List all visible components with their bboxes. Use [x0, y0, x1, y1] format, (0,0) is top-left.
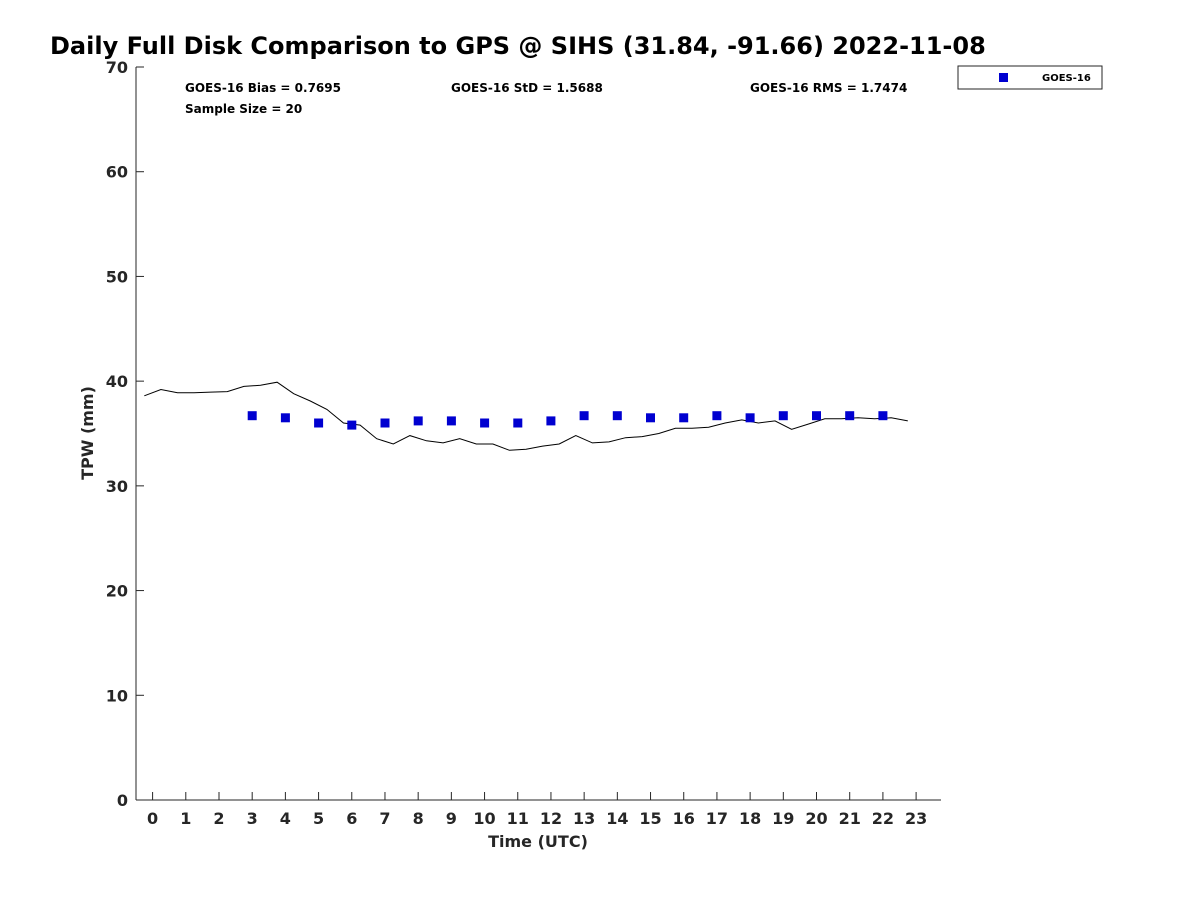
y-tick-group: 0 10 20 30 40 50 60 70	[106, 58, 144, 810]
legend-marker	[999, 73, 1008, 82]
x-tick-label-16: 16	[673, 809, 695, 828]
goes16-point-9	[446, 416, 456, 426]
stat-std: GOES-16 StD = 1.5688	[451, 81, 603, 95]
x-tick-label-0: 0	[147, 809, 158, 828]
x-tick-label-20: 20	[805, 809, 827, 828]
goes16-point-5	[314, 418, 324, 428]
chart-title: Daily Full Disk Comparison to GPS @ SIHS…	[50, 32, 986, 60]
x-tick-label-7: 7	[379, 809, 390, 828]
x-tick-label-8: 8	[413, 809, 424, 828]
goes16-point-14	[612, 411, 622, 421]
stat-sample-size: Sample Size = 20	[185, 102, 302, 116]
x-tick-label-3: 3	[247, 809, 258, 828]
y-tick-label-30: 30	[106, 477, 128, 496]
y-tick-label-40: 40	[106, 372, 128, 391]
legend: GOES-16	[957, 65, 1103, 90]
x-tick-group: 0 1 2 3 4 5 6 7 8 9 10 11 12 13 14 15 16 17 18 19 20 21 22 23	[147, 792, 927, 828]
stat-rms: GOES-16 RMS = 1.7474	[750, 81, 907, 95]
y-tick-label-50: 50	[106, 267, 128, 286]
goes16-point-16	[679, 413, 689, 423]
y-tick-label-0: 0	[117, 791, 128, 810]
goes16-point-4	[280, 413, 290, 423]
gps-tpw-line	[144, 381, 908, 451]
legend-label-goes16: GOES-16	[1042, 73, 1091, 84]
goes16-point-18	[745, 413, 755, 423]
x-tick-label-15: 15	[639, 809, 661, 828]
x-tick-label-22: 22	[872, 809, 894, 828]
goes16-point-20	[812, 411, 821, 421]
x-tick-label-19: 19	[772, 809, 794, 828]
goes16-point-17	[712, 411, 722, 421]
x-axis-label: Time (UTC)	[488, 832, 588, 851]
goes16-point-7	[380, 418, 390, 428]
goes16-point-10	[480, 418, 490, 428]
goes16-marker-series	[247, 411, 888, 430]
x-tick-label-12: 12	[540, 809, 562, 828]
goes16-point-3	[247, 411, 257, 421]
goes16-point-12	[546, 416, 556, 426]
x-tick-label-23: 23	[905, 809, 927, 828]
x-tick-label-4: 4	[280, 809, 291, 828]
x-tick-label-11: 11	[507, 809, 529, 828]
x-tick-label-2: 2	[213, 809, 224, 828]
y-axis-label: TPW (mm)	[78, 386, 97, 480]
y-tick-label-70: 70	[106, 58, 128, 77]
x-tick-label-14: 14	[606, 809, 628, 828]
x-tick-label-21: 21	[839, 809, 861, 828]
x-tick-label-10: 10	[473, 809, 495, 828]
y-tick-label-20: 20	[106, 582, 128, 601]
x-tick-label-6: 6	[346, 809, 357, 828]
y-tick-label-10: 10	[106, 686, 128, 705]
goes16-point-15	[646, 413, 655, 423]
x-tick-label-5: 5	[313, 809, 324, 828]
x-tick-label-9: 9	[446, 809, 457, 828]
goes16-point-21	[845, 411, 855, 421]
goes16-point-8	[413, 416, 423, 426]
gps-line-series	[144, 381, 908, 451]
goes16-point-13	[579, 411, 589, 421]
legend-box	[957, 65, 1103, 90]
x-tick-label-1: 1	[180, 809, 191, 828]
plot-area	[136, 67, 941, 800]
x-tick-label-17: 17	[706, 809, 728, 828]
x-tick-label-18: 18	[739, 809, 761, 828]
stat-bias: GOES-16 Bias = 0.7695	[185, 81, 341, 95]
goes16-point-19	[778, 411, 788, 421]
y-tick-label-60: 60	[106, 163, 128, 182]
x-tick-label-13: 13	[573, 809, 595, 828]
goes16-point-6	[347, 420, 357, 430]
goes16-point-22	[878, 411, 888, 421]
goes16-point-11	[513, 418, 523, 428]
